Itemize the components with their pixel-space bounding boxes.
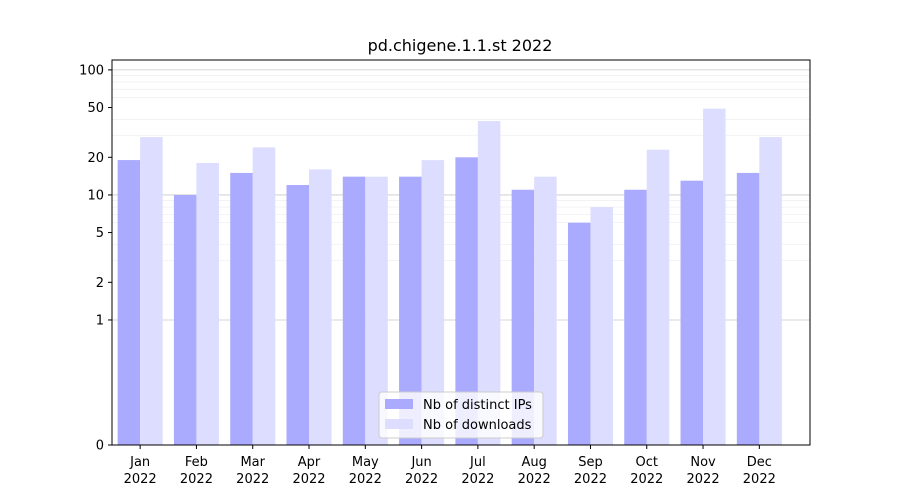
- x-tick-label: Apr 2022: [292, 455, 325, 487]
- x-tick-label: Nov 2022: [687, 455, 720, 487]
- bar-downloads: [703, 108, 726, 445]
- bar-distinct-ips: [680, 180, 704, 445]
- bar-distinct-ips: [399, 176, 422, 445]
- y-tick-label: 100: [79, 63, 104, 78]
- x-tick-label: Dec 2022: [743, 455, 776, 487]
- y-tick-label: 50: [87, 101, 104, 116]
- bar-downloads: [365, 176, 388, 445]
- y-tick-label: 2: [96, 276, 104, 291]
- legend-label: Nb of downloads: [423, 418, 532, 433]
- bar-downloads: [140, 137, 163, 445]
- legend-box: [378, 391, 544, 439]
- bar-downloads: [309, 169, 332, 445]
- bar-distinct-ips: [117, 160, 141, 445]
- y-tick-label: 20: [87, 151, 104, 166]
- y-axis: 0 1 2 5 10 20 50 100: [79, 63, 112, 454]
- bar-downloads: [534, 176, 557, 445]
- y-tick-label: 1: [96, 313, 104, 328]
- bar-distinct-ips: [567, 222, 591, 445]
- legend-label: Nb of distinct IPs: [423, 398, 532, 413]
- plot-area-frame: [111, 59, 811, 446]
- bar-downloads: [196, 163, 219, 445]
- legend: Nb of distinct IPs Nb of downloads: [378, 391, 544, 439]
- bar-distinct-ips: [173, 194, 197, 445]
- x-tick-label: Jun 2022: [405, 455, 438, 487]
- x-tick-label: Feb 2022: [180, 455, 213, 487]
- bar-distinct-ips: [624, 189, 647, 445]
- bar-downloads: [252, 147, 276, 446]
- bar-distinct-ips: [230, 172, 253, 445]
- bar-downloads: [759, 137, 782, 445]
- bar-distinct-ips: [736, 172, 760, 445]
- x-tick-label: Oct 2022: [630, 455, 663, 487]
- bars: [117, 108, 782, 446]
- bar-downloads: [590, 207, 613, 445]
- chart-title: pd.chigene.1.1.st 2022: [368, 36, 553, 55]
- bar-downloads: [421, 160, 445, 445]
- bar-distinct-ips: [342, 176, 366, 445]
- bar-downloads: [646, 149, 670, 446]
- y-tick-label: 0: [96, 439, 104, 454]
- x-tick-label: Aug 2022: [518, 455, 551, 487]
- x-tick-label: May 2022: [349, 455, 382, 487]
- bar-distinct-ips: [286, 185, 310, 445]
- bar-distinct-ips: [511, 189, 535, 445]
- x-tick-label: Jul 2022: [461, 455, 494, 487]
- bar-distinct-ips: [455, 157, 478, 445]
- x-tick-label: Jan 2022: [124, 455, 157, 487]
- x-axis: Jan 2022 Feb 2022 Mar 2022 Apr 2022 May 2022 Jun 20…: [124, 445, 776, 487]
- x-tick-label: Sep 2022: [574, 455, 607, 487]
- legend-swatch: [385, 399, 413, 409]
- bar-downloads: [477, 121, 501, 446]
- y-tick-label: 5: [96, 226, 104, 241]
- legend-swatch: [385, 419, 413, 429]
- y-tick-label: 10: [87, 188, 104, 203]
- x-tick-label: Mar 2022: [236, 455, 269, 487]
